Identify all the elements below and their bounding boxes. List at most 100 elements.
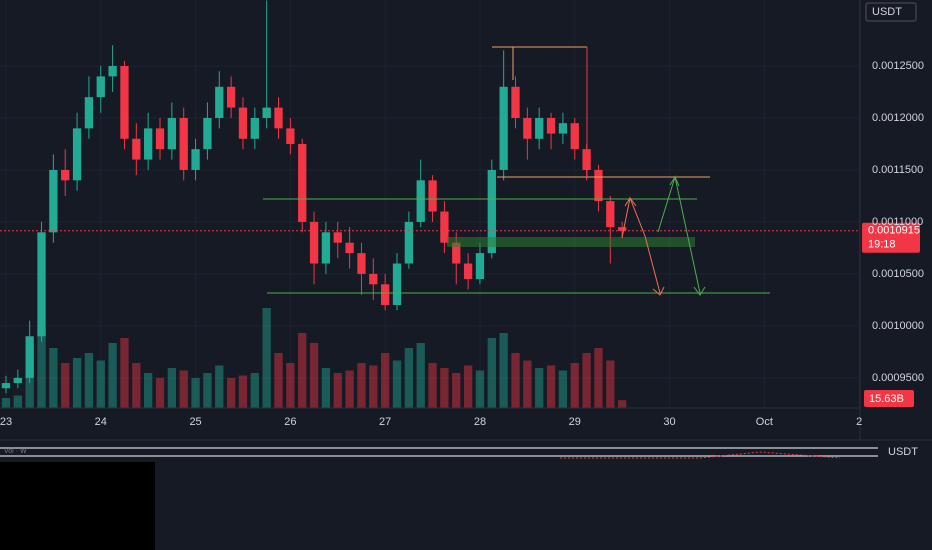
x-tick-label: 24: [95, 416, 107, 428]
volume-box: [864, 390, 914, 407]
volume-bar: [523, 360, 532, 408]
volume-bar: [238, 375, 248, 408]
candle-body: [511, 86, 520, 118]
volume-bar: [132, 363, 141, 408]
volume-bar: [428, 363, 437, 408]
candle-body: [167, 117, 177, 150]
volume-bar: [440, 368, 449, 408]
candle-body: [546, 117, 556, 134]
candle-body: [475, 253, 485, 280]
candle-body: [440, 211, 449, 243]
volume-bar: [594, 348, 603, 408]
volume-bar: [452, 373, 461, 408]
candle-body: [381, 284, 390, 306]
volume-bar: [475, 370, 485, 408]
candle-body: [309, 221, 319, 264]
candles: [1, 0, 627, 394]
volume-bar: [179, 370, 188, 408]
volume-bar: [96, 360, 105, 408]
currency: USDT: [872, 6, 902, 18]
candle-body: [404, 221, 414, 264]
volume-bar: [558, 370, 568, 408]
volume-bar: [274, 353, 283, 408]
candle-body: [274, 107, 283, 129]
volume-bar: [345, 370, 354, 408]
volume-bar: [286, 363, 295, 408]
candle-body: [61, 169, 70, 181]
candle-body: [428, 180, 437, 212]
candle-body: [37, 232, 46, 337]
candle-body: [570, 123, 579, 150]
candle-body: [606, 201, 615, 228]
indicator-label: Vol · W: [4, 448, 27, 455]
volume-bar: [582, 353, 591, 408]
volume-bar: [13, 395, 22, 408]
candle-body: [179, 117, 188, 170]
volume-bar: [215, 365, 224, 408]
y-tick-label: 0.0011000: [872, 216, 923, 228]
y-tick-label: 0.0012000: [872, 112, 924, 124]
x-tick-label: 23: [0, 416, 12, 428]
last-price-box: [862, 222, 920, 253]
volume-bar: [72, 358, 82, 408]
candle-body: [144, 128, 153, 160]
volume-bar: [167, 368, 177, 408]
last-price: 0.0010915: [868, 225, 920, 237]
volume-bar: [321, 368, 331, 408]
candle-body: [120, 66, 129, 139]
candle-body: [523, 117, 532, 139]
volume-bar: [333, 373, 342, 408]
x-tick-label: 27: [379, 416, 391, 428]
drawings: [263, 46, 770, 296]
volume-bar: [262, 308, 271, 408]
volume-bar: [404, 348, 414, 408]
volume-bar: [381, 353, 390, 408]
y-tick-label: 0.0011500: [872, 164, 923, 176]
candle-body: [618, 227, 627, 231]
candle-body: [108, 66, 117, 77]
pane-indicator: [560, 451, 841, 459]
volume-bar: [226, 378, 236, 408]
volume-bar: [155, 378, 165, 408]
volume-bar: [499, 333, 508, 408]
candle-body: [463, 263, 473, 280]
arrow-head: [624, 197, 637, 207]
candle-body: [132, 138, 141, 160]
y-tick-label: 0.0010500: [872, 268, 924, 280]
arrow-head: [669, 175, 680, 187]
candle-body: [96, 76, 105, 98]
candle-body: [594, 169, 603, 202]
currency-box[interactable]: [865, 2, 917, 22]
volume-bar: [416, 343, 425, 408]
candle-body: [84, 97, 94, 129]
volume-bar: [535, 368, 544, 408]
candle-body: [535, 117, 544, 139]
volume-bar: [309, 343, 319, 408]
volume-bar: [357, 363, 366, 408]
volume-bar: [392, 360, 402, 408]
candle-body: [25, 336, 34, 378]
arrow-path: [621, 196, 661, 294]
countdown: 19:18: [868, 239, 896, 251]
candle-body: [452, 242, 461, 264]
volume-bar: [1, 398, 11, 408]
candle-body: [558, 123, 568, 134]
volume-bar: [369, 365, 378, 408]
volume-bar: [606, 360, 615, 408]
x-tick-label: 28: [474, 416, 486, 428]
candle-body: [1, 383, 11, 389]
candle-body: [357, 253, 366, 274]
candle-body: [286, 128, 295, 144]
candle-body: [262, 107, 271, 118]
candle-body: [487, 169, 496, 254]
candle-body: [345, 242, 354, 254]
candle-body: [369, 273, 378, 285]
candle-body: [321, 232, 331, 264]
candle-body: [49, 169, 58, 233]
volume-bar: [144, 373, 153, 408]
candle-body: [499, 86, 508, 170]
volume-bar: [511, 353, 520, 408]
black-region: [0, 462, 155, 550]
arrow-head: [693, 286, 706, 296]
